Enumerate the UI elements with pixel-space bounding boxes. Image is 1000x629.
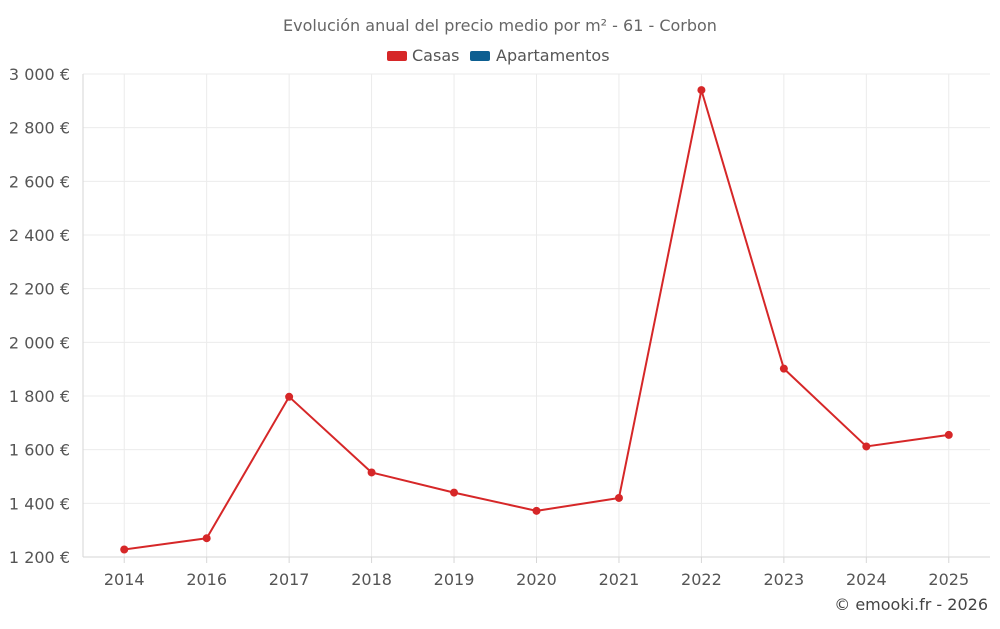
- x-tick-label: 2019: [434, 570, 475, 589]
- data-point[interactable]: [779, 364, 788, 373]
- y-tick-label: 1 400 €: [9, 494, 70, 513]
- data-point[interactable]: [120, 545, 129, 554]
- x-tick-label: 2023: [764, 570, 805, 589]
- data-point[interactable]: [614, 493, 623, 502]
- grid: [83, 73, 990, 558]
- data-point[interactable]: [202, 534, 211, 543]
- x-tick-label: 2014: [104, 570, 145, 589]
- x-tick-label: 2020: [516, 570, 557, 589]
- legend-label-casas: Casas: [412, 46, 459, 65]
- axes: 1 200 € 1 400 € 1 600 € 1 800 € 2 000 € 2 200…: [9, 65, 990, 589]
- x-tick-label: 2022: [681, 570, 722, 589]
- y-tick-label: 3 000 €: [9, 65, 70, 84]
- data-point[interactable]: [697, 86, 706, 95]
- x-tick-label: 2021: [599, 570, 640, 589]
- y-tick-label: 1 200 €: [9, 548, 70, 567]
- y-tick-label: 2 400 €: [9, 226, 70, 245]
- legend-item-apartamentos[interactable]: Apartamentos: [470, 46, 610, 65]
- data-point[interactable]: [532, 506, 541, 515]
- x-tick-label: 2018: [351, 570, 392, 589]
- y-tick-label: 2 000 €: [9, 333, 70, 352]
- series-layer: [120, 86, 953, 554]
- legend-item-casas[interactable]: Casas: [387, 46, 459, 65]
- y-tick-label: 2 200 €: [9, 280, 70, 299]
- y-tick-label: 1 800 €: [9, 387, 70, 406]
- data-point[interactable]: [450, 488, 459, 497]
- x-tick-label: 2016: [186, 570, 227, 589]
- x-tick-label: 2017: [269, 570, 310, 589]
- data-point[interactable]: [285, 392, 294, 401]
- x-tick-label: 2024: [846, 570, 887, 589]
- y-tick-label: 2 600 €: [9, 172, 70, 191]
- y-tick-label: 2 800 €: [9, 119, 70, 138]
- legend-swatch-apartamentos: [470, 51, 490, 61]
- data-point[interactable]: [944, 430, 953, 439]
- legend-label-apartamentos: Apartamentos: [496, 46, 610, 65]
- y-tick-label: 1 600 €: [9, 441, 70, 460]
- data-point[interactable]: [862, 442, 871, 451]
- x-tick-label: 2025: [928, 570, 969, 589]
- legend-swatch-casas: [387, 51, 407, 61]
- chart-title: Evolución anual del precio medio por m² …: [283, 16, 717, 35]
- credit-text: © emooki.fr - 2026: [834, 595, 988, 614]
- legend: Casas Apartamentos: [387, 46, 610, 65]
- data-point[interactable]: [367, 468, 376, 477]
